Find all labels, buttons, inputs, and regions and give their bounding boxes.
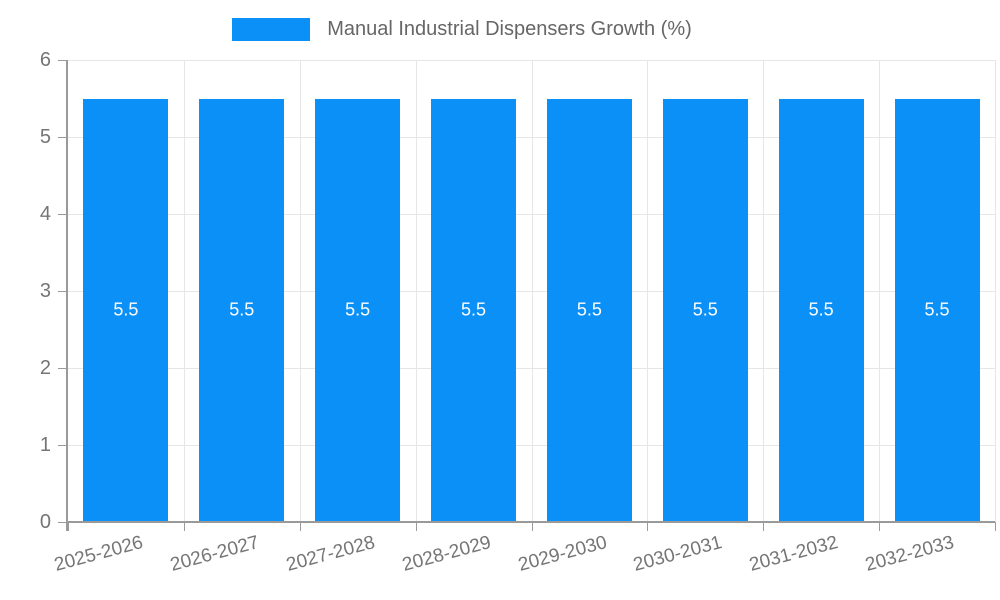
x-axis-tick bbox=[647, 522, 649, 531]
y-tick-label: 2 bbox=[39, 357, 51, 379]
gridline-vertical bbox=[879, 60, 881, 522]
x-tick-label: 2026-2027 bbox=[168, 532, 262, 576]
bar-value-label: 5.5 bbox=[461, 299, 487, 320]
y-tick-label: 4 bbox=[39, 203, 51, 225]
y-tick-label: 6 bbox=[39, 49, 51, 71]
x-tick-label: 2028-2029 bbox=[399, 532, 493, 576]
gridline-vertical bbox=[763, 60, 765, 522]
bar: 5.5 bbox=[83, 98, 169, 521]
bar-value-label: 5.5 bbox=[345, 299, 371, 320]
gridline-vertical bbox=[183, 60, 185, 522]
bar: 5.5 bbox=[431, 98, 517, 521]
y-axis-tick bbox=[58, 368, 67, 369]
y-axis-tick bbox=[58, 60, 67, 61]
bar-value-label: 5.5 bbox=[692, 299, 718, 320]
x-axis-tick bbox=[68, 522, 69, 531]
legend-swatch bbox=[232, 18, 311, 41]
bar-value-label: 5.5 bbox=[576, 299, 602, 320]
y-axis-tick bbox=[58, 522, 67, 523]
x-axis-tick bbox=[763, 522, 765, 531]
x-axis-tick bbox=[183, 522, 185, 531]
bar-value-label: 5.5 bbox=[113, 299, 139, 320]
x-axis-tick bbox=[995, 522, 996, 531]
y-tick-label: 3 bbox=[39, 280, 51, 302]
x-tick-label: 2029-2030 bbox=[515, 532, 609, 576]
y-axis-tick bbox=[58, 291, 67, 292]
gridline-vertical bbox=[415, 60, 417, 522]
x-tick-label: 2031-2032 bbox=[747, 532, 841, 576]
y-tick-label: 1 bbox=[39, 434, 51, 456]
gridline-vertical bbox=[647, 60, 649, 522]
gridline-vertical bbox=[299, 60, 301, 522]
bar-value-label: 5.5 bbox=[229, 299, 255, 320]
bar-value-label: 5.5 bbox=[808, 299, 834, 320]
y-axis-line bbox=[66, 60, 68, 531]
bar: 5.5 bbox=[894, 98, 980, 521]
x-axis-line bbox=[66, 521, 995, 523]
y-axis-tick bbox=[58, 137, 67, 138]
x-tick-label: 2027-2028 bbox=[283, 532, 378, 576]
y-tick-label: 0 bbox=[39, 511, 51, 533]
bar: 5.5 bbox=[662, 98, 748, 521]
gridline-vertical bbox=[531, 60, 533, 522]
x-tick-label: 2030-2031 bbox=[631, 532, 725, 576]
x-tick-label: 2025-2026 bbox=[52, 532, 146, 576]
y-axis-tick bbox=[58, 445, 67, 446]
x-tick-label: 2032-2033 bbox=[863, 532, 957, 576]
bar: 5.5 bbox=[778, 98, 864, 521]
x-axis-tick bbox=[415, 522, 417, 531]
x-axis-tick bbox=[879, 522, 881, 531]
legend[interactable]: Manual Industrial Dispensers Growth (%) bbox=[0, 18, 962, 41]
legend-label: Manual Industrial Dispensers Growth (%) bbox=[327, 18, 692, 40]
bar: 5.5 bbox=[546, 98, 632, 521]
y-tick-label: 5 bbox=[39, 126, 51, 148]
x-axis-tick bbox=[299, 522, 301, 531]
bar: 5.5 bbox=[199, 98, 285, 521]
bar: 5.5 bbox=[315, 98, 401, 521]
x-axis-tick bbox=[531, 522, 533, 531]
bar-value-label: 5.5 bbox=[924, 299, 950, 320]
y-axis-tick bbox=[58, 214, 67, 215]
gridline-vertical bbox=[995, 60, 996, 522]
